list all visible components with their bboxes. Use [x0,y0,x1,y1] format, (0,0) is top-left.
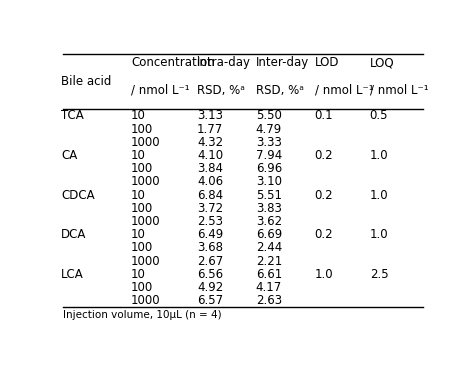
Text: 4.17: 4.17 [256,281,282,294]
Text: 3.10: 3.10 [256,175,282,189]
Text: 3.62: 3.62 [256,215,282,228]
Text: Bile acid: Bile acid [61,75,111,88]
Text: 6.96: 6.96 [256,162,282,175]
Text: TCA: TCA [61,110,84,122]
Text: Concentration: Concentration [131,56,215,69]
Text: 10: 10 [131,228,146,241]
Text: LOD: LOD [315,56,339,69]
Text: LCA: LCA [61,268,84,281]
Text: 2.53: 2.53 [197,215,223,228]
Text: 3.68: 3.68 [197,242,223,254]
Text: 100: 100 [131,242,153,254]
Text: 2.63: 2.63 [256,294,282,307]
Text: DCA: DCA [61,228,86,241]
Text: 6.61: 6.61 [256,268,282,281]
Text: 1.0: 1.0 [370,189,388,201]
Text: 10: 10 [131,149,146,162]
Text: 10: 10 [131,268,146,281]
Text: CA: CA [61,149,77,162]
Text: 4.10: 4.10 [197,149,223,162]
Text: 1000: 1000 [131,215,161,228]
Text: 10: 10 [131,189,146,201]
Text: / nmol L⁻¹: / nmol L⁻¹ [131,84,190,97]
Text: 6.49: 6.49 [197,228,223,241]
Text: 4.92: 4.92 [197,281,223,294]
Text: 10: 10 [131,110,146,122]
Text: 2.44: 2.44 [256,242,282,254]
Text: 5.50: 5.50 [256,110,282,122]
Text: 3.72: 3.72 [197,202,223,215]
Text: 100: 100 [131,123,153,136]
Text: 0.5: 0.5 [370,110,388,122]
Text: 1000: 1000 [131,136,161,149]
Text: 1.0: 1.0 [370,149,388,162]
Text: CDCA: CDCA [61,189,95,201]
Text: / nmol L⁻¹: / nmol L⁻¹ [315,84,373,97]
Text: 1000: 1000 [131,294,161,307]
Text: 7.94: 7.94 [256,149,282,162]
Text: 6.57: 6.57 [197,294,223,307]
Text: 1000: 1000 [131,255,161,268]
Text: LOQ: LOQ [370,56,394,69]
Text: / nmol L⁻¹: / nmol L⁻¹ [370,84,428,97]
Text: 3.13: 3.13 [197,110,223,122]
Text: RSD, %ᵃ: RSD, %ᵃ [256,84,304,97]
Text: 1.0: 1.0 [315,268,333,281]
Text: 100: 100 [131,281,153,294]
Text: Intra-day: Intra-day [197,56,251,69]
Text: 5.51: 5.51 [256,189,282,201]
Text: Injection volume, 10μL (n = 4): Injection volume, 10μL (n = 4) [63,310,221,320]
Text: 3.84: 3.84 [197,162,223,175]
Text: 2.21: 2.21 [256,255,282,268]
Text: 1000: 1000 [131,175,161,189]
Text: 4.32: 4.32 [197,136,223,149]
Text: 2.5: 2.5 [370,268,388,281]
Text: 6.56: 6.56 [197,268,223,281]
Text: 100: 100 [131,202,153,215]
Text: 6.84: 6.84 [197,189,223,201]
Text: 3.83: 3.83 [256,202,282,215]
Text: 3.33: 3.33 [256,136,282,149]
Text: 1.0: 1.0 [370,228,388,241]
Text: Inter-day: Inter-day [256,56,309,69]
Text: 0.2: 0.2 [315,228,333,241]
Text: 0.1: 0.1 [315,110,333,122]
Text: RSD, %ᵃ: RSD, %ᵃ [197,84,245,97]
Text: 4.06: 4.06 [197,175,223,189]
Text: 4.79: 4.79 [256,123,282,136]
Text: 1.77: 1.77 [197,123,223,136]
Text: 6.69: 6.69 [256,228,282,241]
Text: 2.67: 2.67 [197,255,223,268]
Text: 0.2: 0.2 [315,149,333,162]
Text: 0.2: 0.2 [315,189,333,201]
Text: 100: 100 [131,162,153,175]
